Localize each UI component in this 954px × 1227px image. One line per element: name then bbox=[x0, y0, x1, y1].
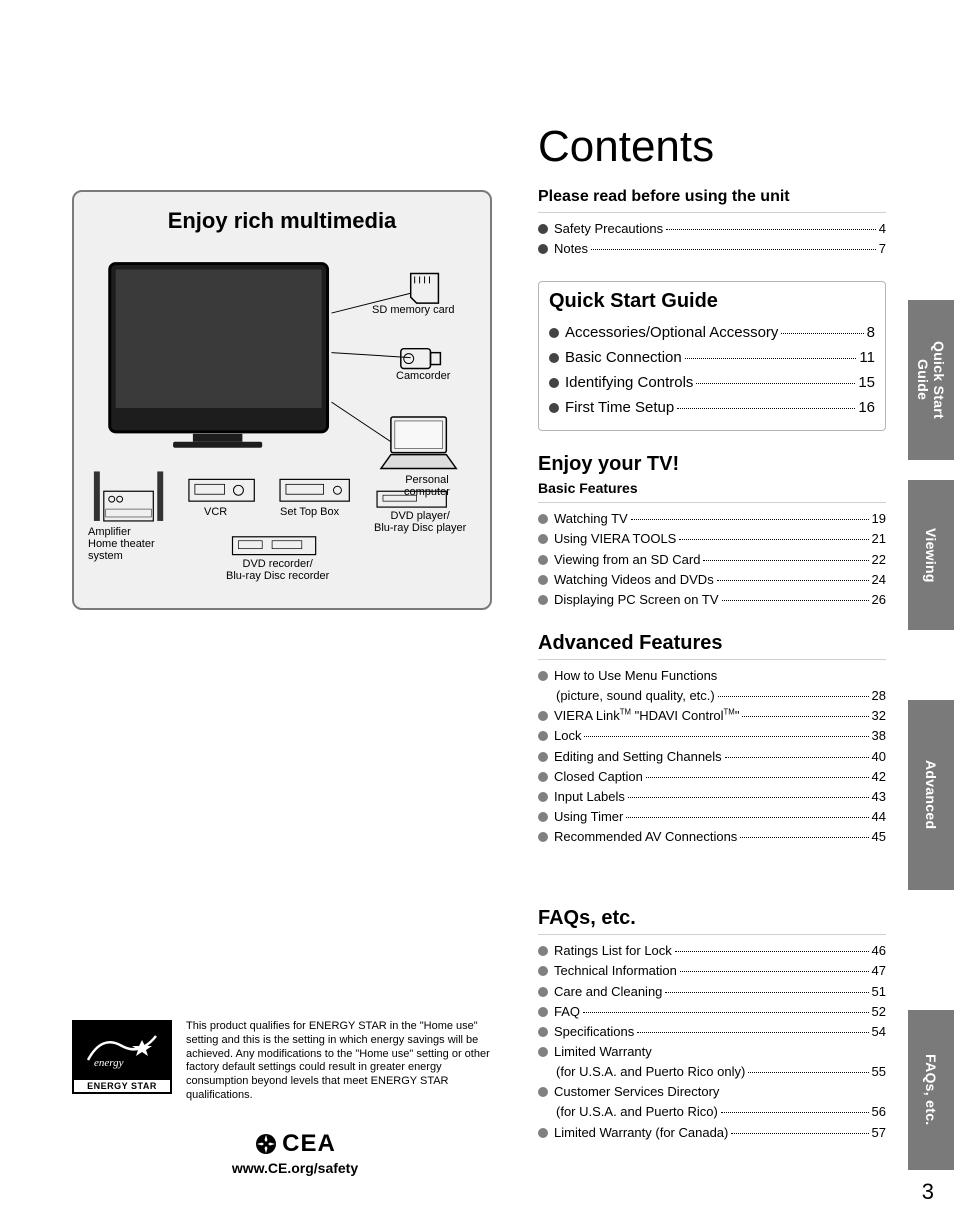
toc-entry: Watching TV19 bbox=[538, 509, 886, 529]
toc-entry: Input Labels43 bbox=[538, 787, 886, 807]
side-tabs: Quick Start Guide Viewing Advanced FAQs, et… bbox=[908, 0, 954, 1227]
toc-entry: Editing and Setting Channels40 bbox=[538, 747, 886, 767]
label-pc: Personal computer bbox=[404, 474, 450, 498]
toc-entry: Closed Caption42 bbox=[538, 767, 886, 787]
toc-entry: VIERA LinkTM "HDAVI ControlTM"32 bbox=[538, 706, 886, 726]
label-amplifier: Amplifier Home theater system bbox=[88, 526, 155, 562]
side-tab: Viewing bbox=[908, 480, 954, 630]
toc-entry: First Time Setup16 bbox=[549, 396, 875, 421]
toc-entry: Viewing from an SD Card22 bbox=[538, 550, 886, 570]
toc-entry-sub: (for U.S.A. and Puerto Rico)56 bbox=[538, 1102, 886, 1122]
toc-list: How to Use Menu Functions(picture, sound… bbox=[538, 666, 886, 847]
energy-star-blurb: This product qualifies for ENERGY STAR i… bbox=[186, 1020, 492, 1103]
label-camcorder: Camcorder bbox=[396, 370, 450, 382]
toc-entry-sub: (for U.S.A. and Puerto Rico only)55 bbox=[538, 1062, 886, 1082]
toc-entry: Recommended AV Connections45 bbox=[538, 827, 886, 847]
toc-entry: Notes7 bbox=[538, 239, 886, 259]
cea-logo: CEA bbox=[210, 1130, 380, 1158]
toc-quickstart-box: Quick Start Guide Accessories/Optional A… bbox=[538, 281, 886, 431]
toc-entry: Accessories/Optional Accessory8 bbox=[549, 321, 875, 346]
toc-entry: Limited Warranty (for Canada)57 bbox=[538, 1123, 886, 1143]
svg-text:energy: energy bbox=[94, 1057, 124, 1069]
multimedia-diagram: Enjoy rich multimedia bbox=[72, 190, 492, 610]
toc-entry: FAQ52 bbox=[538, 1002, 886, 1022]
label-recorder: DVD recorder/ Blu-ray Disc recorder bbox=[226, 558, 329, 582]
toc-entry: Specifications54 bbox=[538, 1022, 886, 1042]
diagram-box: Enjoy rich multimedia bbox=[72, 190, 492, 610]
label-stb: Set Top Box bbox=[280, 506, 339, 518]
label-sd: SD memory card bbox=[372, 304, 455, 316]
contents-title: Contents bbox=[538, 122, 886, 172]
toc-entry: Using VIERA TOOLS21 bbox=[538, 529, 886, 549]
toc-entry-sub: (picture, sound quality, etc.)28 bbox=[538, 686, 886, 706]
cea-url: www.CE.org/safety bbox=[210, 1160, 380, 1176]
toc-entry: Customer Services Directory bbox=[538, 1082, 886, 1102]
toc-entry: Care and Cleaning51 bbox=[538, 982, 886, 1002]
advanced-title: Advanced Features bbox=[538, 632, 886, 655]
page-number: 3 bbox=[922, 1179, 934, 1205]
quickstart-title: Quick Start Guide bbox=[549, 290, 875, 313]
toc-entry: Basic Connection11 bbox=[549, 346, 875, 371]
toc-entry: Limited Warranty bbox=[538, 1042, 886, 1062]
toc-entry: Lock38 bbox=[538, 726, 886, 746]
toc-faqs: FAQs, etc. Ratings List for Lock46Techni… bbox=[538, 907, 886, 1142]
preface-title: Please read before using the unit bbox=[538, 188, 886, 206]
toc-entry: Using Timer44 bbox=[538, 807, 886, 827]
side-tab: Quick Start Guide bbox=[908, 300, 954, 460]
toc-entry: How to Use Menu Functions bbox=[538, 666, 886, 686]
enjoy-subtitle: Basic Features bbox=[538, 480, 886, 496]
enjoy-title: Enjoy your TV! bbox=[538, 453, 886, 476]
label-vcr: VCR bbox=[204, 506, 227, 518]
toc-list: Safety Precautions4Notes7 bbox=[538, 219, 886, 259]
toc-entry: Watching Videos and DVDs24 bbox=[538, 570, 886, 590]
faqs-title: FAQs, etc. bbox=[538, 907, 886, 930]
toc-list: Ratings List for Lock46Technical Informa… bbox=[538, 941, 886, 1142]
cea-name: CEA bbox=[282, 1130, 336, 1158]
diagram-title: Enjoy rich multimedia bbox=[84, 208, 480, 234]
toc-advanced: Advanced Features How to Use Menu Functi… bbox=[538, 632, 886, 847]
toc-preface: Please read before using the unit Safety… bbox=[538, 188, 886, 259]
toc-entry: Safety Precautions4 bbox=[538, 219, 886, 239]
toc-list: Watching TV19Using VIERA TOOLS21Viewing … bbox=[538, 509, 886, 610]
label-dvd-player: DVD player/ Blu-ray Disc player bbox=[374, 510, 466, 534]
toc-entry: Displaying PC Screen on TV26 bbox=[538, 590, 886, 610]
toc-list: Accessories/Optional Accessory8Basic Con… bbox=[549, 321, 875, 420]
energy-star-label: ENERGY STAR bbox=[74, 1080, 170, 1092]
energy-star-badge: energy ENERGY STAR bbox=[72, 1020, 172, 1094]
toc-entry: Identifying Controls15 bbox=[549, 371, 875, 396]
energy-star-row: energy ENERGY STAR This product qualifie… bbox=[72, 1020, 492, 1103]
contents-column: Contents Please read before using the un… bbox=[538, 122, 886, 1165]
side-tab: FAQs, etc. bbox=[908, 1010, 954, 1170]
side-tab: Advanced bbox=[908, 700, 954, 890]
cea-block: CEA www.CE.org/safety bbox=[210, 1130, 380, 1176]
toc-entry: Ratings List for Lock46 bbox=[538, 941, 886, 961]
toc-entry: Technical Information47 bbox=[538, 961, 886, 981]
toc-enjoy: Enjoy your TV! Basic Features Watching T… bbox=[538, 453, 886, 610]
